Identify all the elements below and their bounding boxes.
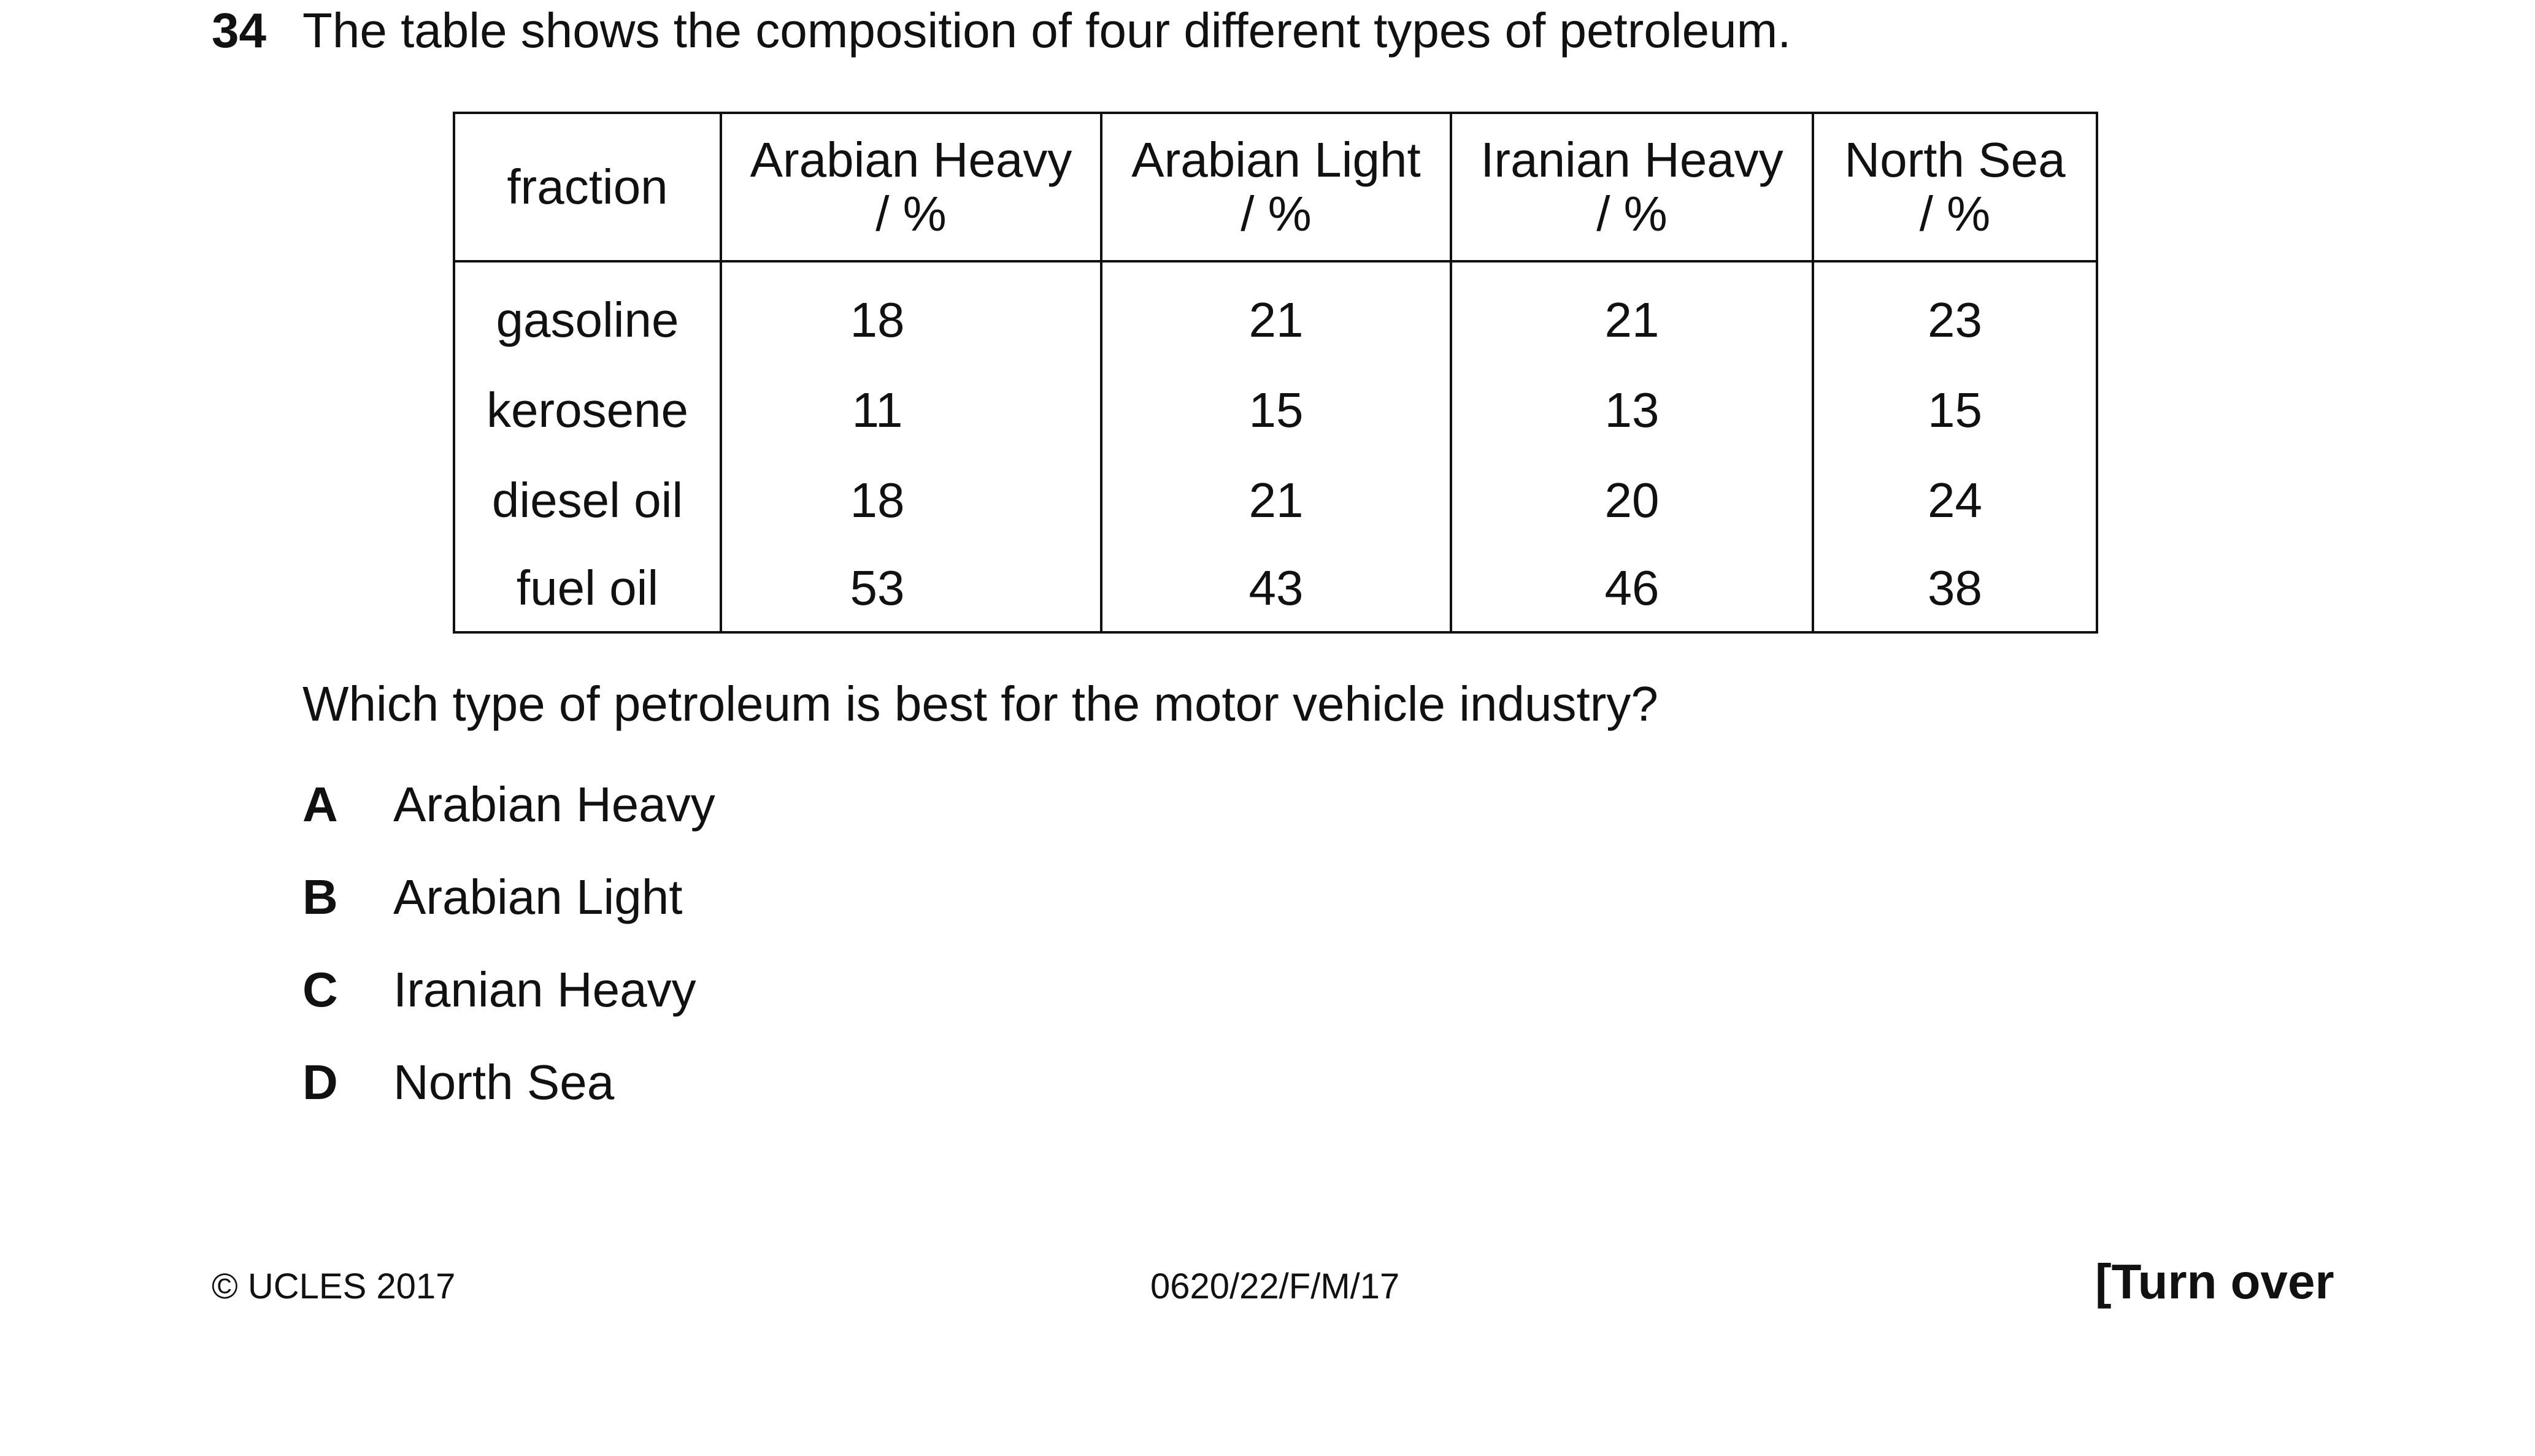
value-cell: 15 xyxy=(1100,365,1452,455)
header-arabian-heavy: Arabian Heavy / % xyxy=(720,112,1102,262)
fraction-cell: fuel oil xyxy=(453,545,722,634)
option-text: Arabian Light xyxy=(393,870,683,924)
header-name: Arabian Light xyxy=(1131,132,1421,187)
table-row: gasoline 18 21 21 23 xyxy=(453,261,2098,365)
option-letter: A xyxy=(302,777,338,832)
header-iranian-heavy: Iranian Heavy / % xyxy=(1450,112,1814,262)
header-unit: / % xyxy=(1241,186,1312,241)
petroleum-composition-table: fraction Arabian Heavy / % Arabian Light… xyxy=(453,112,2098,634)
value-cell: 18 xyxy=(720,455,1102,545)
option-text: Arabian Heavy xyxy=(393,777,715,832)
option-text: North Sea xyxy=(393,1055,615,1109)
header-unit: / % xyxy=(1596,186,1668,241)
value-cell: 53 xyxy=(720,545,1102,634)
header-north-sea: North Sea / % xyxy=(1812,112,2098,262)
value-cell: 23 xyxy=(1812,261,2098,365)
option-letter: C xyxy=(302,962,338,1017)
value-cell: 38 xyxy=(1812,545,2098,634)
header-unit: / % xyxy=(1919,186,1991,241)
value-cell: 20 xyxy=(1450,455,1814,545)
table-row: kerosene 11 15 13 15 xyxy=(453,365,2098,455)
value-cell: 15 xyxy=(1812,365,2098,455)
option-c[interactable]: C Iranian Heavy xyxy=(302,959,696,1021)
option-a[interactable]: A Arabian Heavy xyxy=(302,774,715,835)
header-name: North Sea xyxy=(1844,132,2066,187)
footer-copyright: © UCLES 2017 xyxy=(212,1266,456,1306)
header-name: Arabian Heavy xyxy=(750,132,1072,187)
value-cell: 13 xyxy=(1450,365,1814,455)
value-cell: 21 xyxy=(1100,455,1452,545)
value-cell: 21 xyxy=(1100,261,1452,365)
value-cell: 18 xyxy=(720,261,1102,365)
footer-paper-code: 0620/22/F/M/17 xyxy=(1150,1266,1400,1306)
header-fraction: fraction xyxy=(453,112,722,262)
header-arabian-light: Arabian Light / % xyxy=(1100,112,1452,262)
value-cell: 43 xyxy=(1100,545,1452,634)
option-d[interactable]: D North Sea xyxy=(302,1052,614,1113)
table-row: fuel oil 53 43 46 38 xyxy=(453,545,2098,634)
fraction-cell: diesel oil xyxy=(453,455,722,545)
question-prompt: Which type of petroleum is best for the … xyxy=(302,676,1658,731)
value-cell: 21 xyxy=(1450,261,1814,365)
footer-turn-over: [Turn over xyxy=(2095,1254,2334,1309)
value-cell: 11 xyxy=(720,365,1102,455)
value-cell: 46 xyxy=(1450,545,1814,634)
table-header-row: fraction Arabian Heavy / % Arabian Light… xyxy=(453,112,2098,262)
fraction-cell: gasoline xyxy=(453,261,722,365)
header-unit: / % xyxy=(875,186,947,241)
question-number: 34 xyxy=(212,3,266,58)
header-name: Iranian Heavy xyxy=(1480,132,1783,187)
option-letter: D xyxy=(302,1055,338,1109)
option-text: Iranian Heavy xyxy=(393,962,696,1017)
option-letter: B xyxy=(302,870,338,924)
value-cell: 24 xyxy=(1812,455,2098,545)
question-stem: The table shows the composition of four … xyxy=(302,3,1791,58)
option-b[interactable]: B Arabian Light xyxy=(302,867,682,928)
table-row: diesel oil 18 21 20 24 xyxy=(453,455,2098,545)
fraction-cell: kerosene xyxy=(453,365,722,455)
